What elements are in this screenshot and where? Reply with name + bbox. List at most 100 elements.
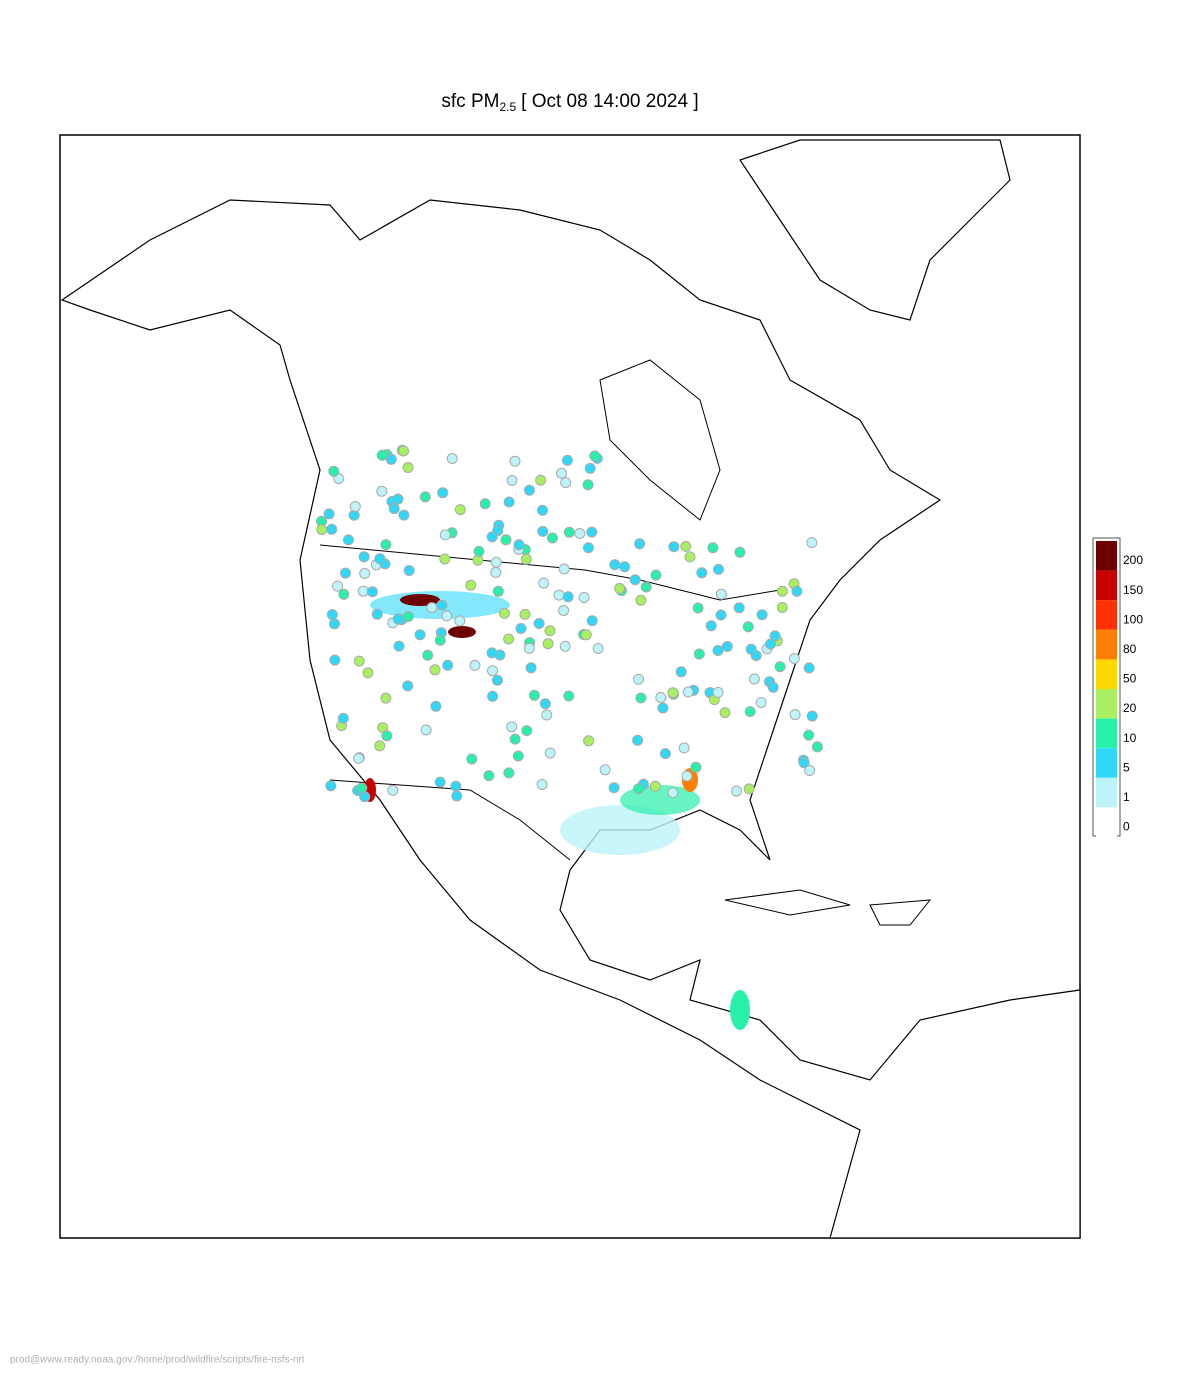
station-dot	[483, 770, 495, 782]
station-dot	[804, 765, 816, 776]
station-dot	[776, 585, 788, 597]
station-dot	[356, 782, 368, 794]
station-dot	[635, 594, 647, 606]
station-dot	[584, 462, 596, 474]
station-dot	[715, 588, 727, 600]
station-dot	[774, 661, 786, 673]
station-dot	[776, 602, 788, 613]
legend-label: 5	[1123, 760, 1130, 774]
station-dot	[692, 602, 704, 614]
station-dot	[442, 659, 454, 671]
station-dot	[337, 712, 349, 724]
station-dot	[712, 686, 724, 698]
station-dot	[696, 567, 708, 579]
station-dot	[556, 467, 567, 479]
station-dot	[426, 602, 438, 614]
station-dot	[490, 567, 502, 578]
station-dot	[329, 618, 340, 630]
station-dot	[487, 665, 498, 677]
station-dot	[357, 585, 369, 597]
station-dot	[420, 724, 432, 736]
station-dot	[537, 525, 549, 537]
legend-swatch	[1096, 600, 1117, 630]
station-dot	[499, 607, 510, 619]
station-dot	[479, 498, 491, 510]
station-dot	[712, 645, 724, 656]
station-dot	[705, 620, 717, 632]
station-dot	[544, 747, 556, 759]
station-dot	[675, 666, 687, 678]
station-dot	[690, 761, 702, 773]
station-dot	[362, 667, 374, 679]
legend-swatch	[1096, 807, 1117, 837]
station-dot	[583, 735, 595, 747]
station-dot	[402, 611, 414, 622]
station-dot	[340, 567, 351, 579]
legend-swatch	[1096, 629, 1117, 660]
station-dot	[682, 686, 694, 698]
station-dot	[803, 662, 815, 674]
station-dot	[503, 496, 515, 508]
station-dot	[451, 790, 463, 802]
station-dot	[629, 574, 641, 586]
station-dot	[558, 605, 570, 616]
legend-label: 50	[1123, 672, 1137, 686]
legend-swatch	[1096, 541, 1117, 571]
station-dot	[509, 455, 521, 467]
station-dot	[547, 532, 558, 544]
legend-swatch	[1096, 777, 1117, 808]
legend-label: 20	[1123, 701, 1137, 715]
station-dot	[486, 647, 498, 659]
station-dot	[633, 673, 644, 685]
station-dot	[326, 609, 338, 621]
station-dot	[655, 692, 667, 703]
title: sfc PM2.5 [ Oct 08 14:00 2024 ]	[441, 91, 698, 114]
station-dot	[329, 654, 341, 666]
station-dot	[509, 733, 521, 745]
station-dot	[609, 559, 621, 571]
station-dot	[500, 534, 512, 546]
station-dot	[731, 785, 742, 797]
station-dot	[492, 585, 504, 597]
station-dot	[486, 531, 498, 543]
station-dot	[592, 643, 604, 654]
legend-label: 150	[1123, 583, 1143, 597]
station-dot	[342, 534, 354, 546]
station-dot	[381, 730, 393, 742]
station-dot	[563, 690, 575, 702]
station-dot	[539, 698, 551, 710]
station-dot	[436, 599, 448, 611]
station-dot	[589, 450, 601, 462]
station-dot	[707, 542, 719, 554]
station-dot	[798, 757, 810, 769]
station-dot	[811, 741, 823, 753]
station-dot	[414, 629, 426, 641]
station-dot	[387, 784, 399, 796]
station-dot	[580, 629, 592, 641]
station-dot	[745, 643, 757, 655]
station-dot	[525, 662, 537, 674]
station-dot	[353, 655, 365, 667]
station-dot	[521, 725, 533, 737]
station-dot	[542, 638, 554, 650]
station-dot	[524, 484, 535, 496]
station-dot	[667, 687, 679, 699]
station-dot	[719, 707, 731, 719]
station-dot	[490, 556, 502, 568]
station-dot	[680, 540, 692, 552]
station-dot	[538, 577, 550, 589]
station-dot	[668, 541, 680, 553]
station-dot	[733, 602, 745, 614]
station-dot	[684, 551, 696, 563]
station-dot	[563, 526, 575, 538]
footer: prod@www.ready.noaa.gov:/home/prod/wildf…	[10, 1355, 305, 1366]
station-dot	[473, 545, 485, 557]
station-dot	[713, 563, 724, 575]
station-dot	[755, 697, 767, 709]
station-dot	[721, 641, 733, 652]
station-dot	[734, 546, 746, 558]
station-dot	[649, 780, 661, 792]
station-dot	[393, 640, 405, 652]
station-dot	[791, 585, 803, 597]
